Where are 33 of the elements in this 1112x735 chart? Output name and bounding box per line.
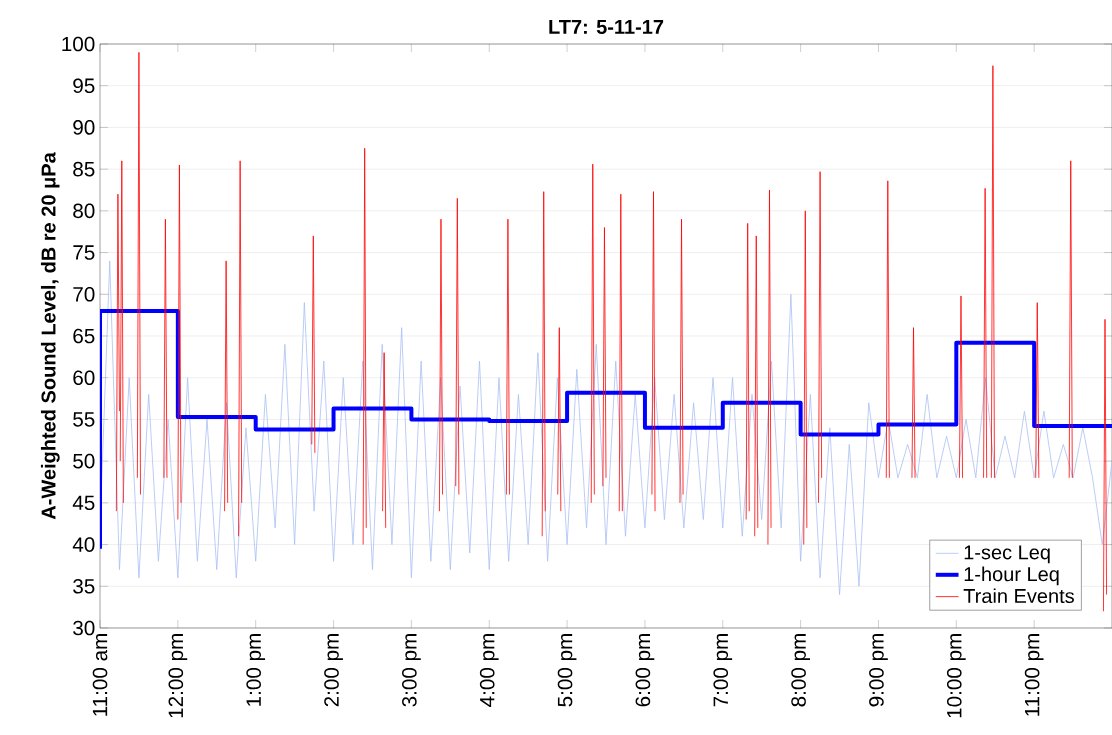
y-axis-title: A-Weighted Sound Level, dB re 20 μPa [40,152,60,520]
chart-title: LT7: 5-11-17 [549,20,664,35]
y-tick-label: 35 [73,579,95,594]
y-tick-label: 55 [73,412,95,427]
y-tick-label: 85 [73,162,95,177]
x-tick-label: 4:00 pm [479,634,499,708]
y-tick-label: 70 [73,287,95,302]
y-tick-label: 90 [73,120,95,135]
x-tick-label: 8:00 pm [791,634,810,707]
x-tick-label: 11:00 pm [1024,634,1044,716]
y-tick-label: 80 [73,203,95,219]
y-tick-label: 100 [62,36,95,52]
y-tick-label: 30 [73,620,95,636]
y-tick-label: 75 [73,245,95,260]
x-tick-label: 10:00 pm [946,634,966,718]
x-tick-label: 9:00 pm [869,634,888,707]
x-tick-label: 11:00 am [92,634,108,716]
y-tick-label: 45 [72,495,95,511]
y-tick-label: 65 [73,328,95,344]
y-tick-label: 95 [73,78,95,94]
x-tick-label: 1:00 pm [246,634,266,706]
x-tick-label: 12:00 pm [168,634,188,718]
x-tick-label: 2:00 pm [324,634,343,707]
x-tick-label: 7:00 pm [713,634,733,707]
y-tick-label: 50 [73,454,95,469]
y-tick-label: 40 [72,537,95,553]
legend-label: 1-sec Leq [964,545,1050,564]
legend-label: 1-hour Leq [964,566,1059,586]
x-tick-label: 5:00 pm [557,634,577,707]
y-tick-label: 60 [73,370,95,386]
x-tick-label: 3:00 pm [402,634,421,707]
x-tick-label: 6:00 pm [635,634,655,707]
legend-label: Train Events [963,588,1074,604]
